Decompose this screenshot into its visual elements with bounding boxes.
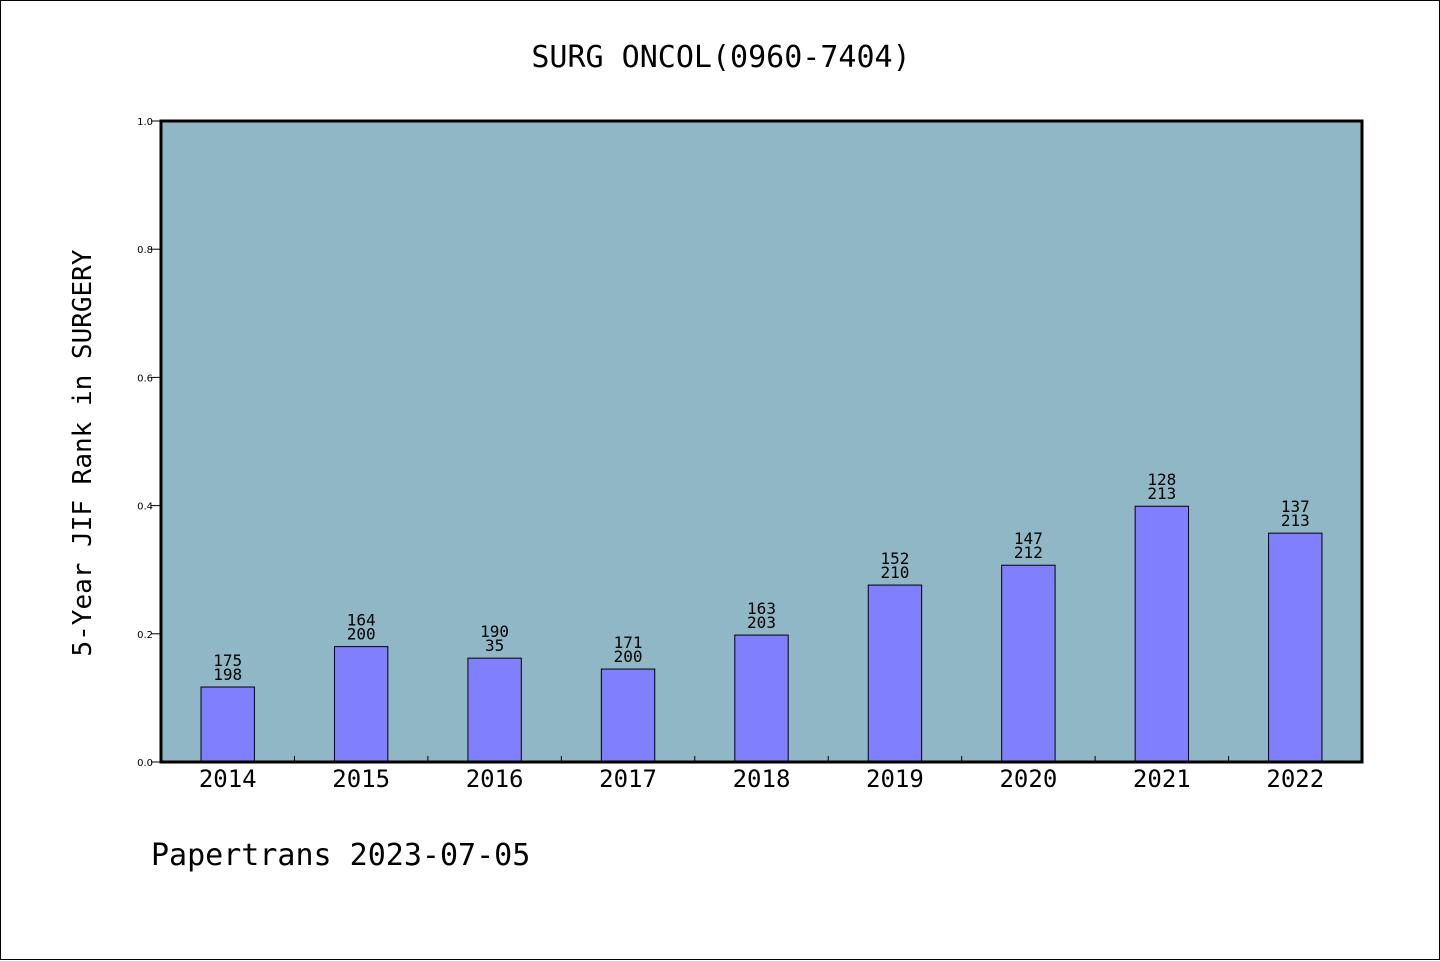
- footer-text: Papertrans 2023-07-05: [151, 838, 530, 873]
- bar-2015: [333, 646, 389, 763]
- y-axis-label: 5-Year JIF Rank in SURGERY: [68, 249, 98, 656]
- x-tick-label: 2020: [999, 765, 1057, 793]
- x-tick-label: 2015: [332, 765, 390, 793]
- x-tick-label: 2022: [1266, 765, 1324, 793]
- bars-group: [200, 505, 1323, 763]
- y-tick-label: 0.8: [137, 245, 153, 256]
- bar-label-total: 203: [747, 613, 776, 632]
- bar-label-rank: 152: [880, 549, 909, 568]
- bar-label-total: 200: [614, 647, 643, 666]
- bar-label-total: 200: [347, 625, 376, 644]
- plot-border: [159, 119, 1364, 764]
- bar-2022: [1268, 532, 1323, 763]
- bar-2016: [467, 657, 522, 763]
- x-tick-label: 2019: [866, 765, 924, 793]
- bar-label-rank: 171: [614, 633, 643, 652]
- y-tick-label: 0.0: [137, 758, 153, 769]
- bar-label-total: 198: [213, 665, 242, 684]
- x-tick-label: 2014: [199, 765, 257, 793]
- y-tick-label: 0.4: [137, 502, 153, 513]
- bar-label-rank: 164: [347, 611, 376, 630]
- x-tick-label: 2017: [599, 765, 657, 793]
- bar-label-rank: 147: [1014, 529, 1043, 548]
- bar-label-total: 213: [1147, 484, 1176, 503]
- x-tick-label: 2018: [733, 765, 791, 793]
- bar-label-total: 35: [485, 636, 504, 655]
- bar-2020: [1001, 564, 1056, 763]
- bar-label-total: 210: [880, 563, 909, 582]
- bar-label-rank: 163: [747, 599, 776, 618]
- bar-label-rank: 128: [1147, 470, 1176, 489]
- x-tick-label: 2016: [466, 765, 524, 793]
- bar-2014: [200, 686, 255, 763]
- bar-label-total: 213: [1281, 511, 1310, 530]
- bar-2018: [734, 634, 789, 763]
- y-tick-label: 0.6: [137, 373, 153, 384]
- bar-2021: [1134, 505, 1190, 763]
- bar-2017: [600, 668, 656, 763]
- y-tick-label: 0.2: [137, 630, 153, 641]
- y-axis: 0.0 0.2 0.4 0.6 0.8 1.0: [137, 117, 161, 769]
- y-tick-label: 1.0: [137, 117, 153, 128]
- bar-2019: [867, 584, 923, 763]
- x-tick-label: 2021: [1133, 765, 1191, 793]
- bar-label-total: 212: [1014, 543, 1043, 562]
- chart-title: SURG ONCOL(0960-7404): [531, 40, 910, 75]
- bar-label-rank: 137: [1281, 497, 1310, 516]
- x-axis: 2014 2015 2016 2017 2018 2019 2020 2021 2022: [199, 756, 1324, 793]
- bar-label-rank: 190: [480, 622, 509, 641]
- bar-label-rank: 175: [213, 651, 242, 670]
